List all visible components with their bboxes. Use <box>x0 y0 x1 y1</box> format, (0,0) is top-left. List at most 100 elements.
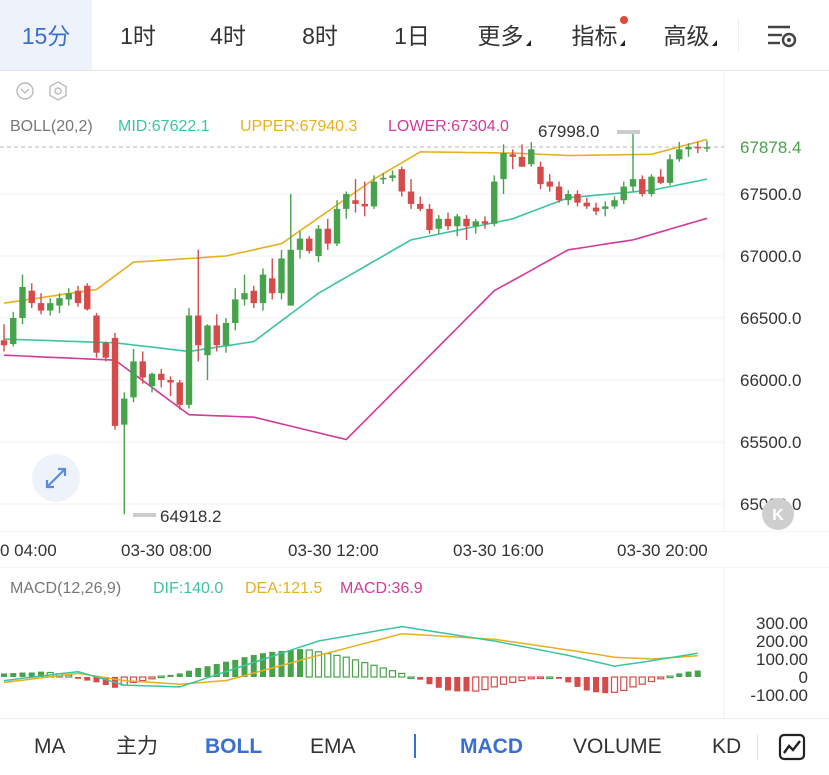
candle-body <box>241 293 248 300</box>
candle-body <box>74 290 82 304</box>
price-axis-label: 66500.0 <box>740 309 801 328</box>
macd-bar <box>407 676 415 680</box>
price-axis-label: 65500.0 <box>740 433 801 452</box>
macd-bar <box>19 672 26 677</box>
k-label: K <box>772 507 784 524</box>
candle-body <box>666 159 674 183</box>
candle-body <box>0 340 8 346</box>
candle-body <box>130 361 137 398</box>
macd-bar <box>518 676 526 682</box>
candle-body <box>37 303 45 311</box>
collapse-icon[interactable] <box>16 82 34 100</box>
candle-body <box>65 293 72 300</box>
boll-label: BOLL(20,2) <box>10 118 93 135</box>
tab-8h[interactable]: 8时 <box>302 23 338 49</box>
time-label: 0 04:00 <box>0 541 57 560</box>
macd-bar <box>269 651 276 677</box>
macd-bar <box>38 671 44 677</box>
tab-macd[interactable]: MACD <box>460 735 523 758</box>
macd-lines <box>3 625 698 688</box>
advanced-menu[interactable]: 高级 <box>652 0 728 70</box>
candle-body <box>694 146 701 149</box>
candle-body <box>343 194 350 209</box>
candle-body <box>361 203 368 207</box>
candle-body <box>574 194 581 203</box>
tab-ema[interactable]: EMA <box>310 735 356 758</box>
macd-axis-label: 100.00 <box>756 650 808 669</box>
macd-bar <box>241 657 248 677</box>
advanced-triangle-icon <box>711 40 717 46</box>
macd-bar <box>351 659 360 678</box>
candle-body <box>454 216 461 227</box>
macd-bar <box>694 670 701 677</box>
k-button[interactable]: K <box>762 498 794 530</box>
candle-body <box>407 191 415 204</box>
macd-bar <box>186 670 192 677</box>
macd-bar <box>445 677 451 691</box>
candle-body <box>111 337 119 426</box>
gear-icon[interactable] <box>49 81 67 101</box>
macd-bar <box>342 656 350 678</box>
candle-body <box>213 325 220 346</box>
macd-bar <box>388 670 397 678</box>
macd-bar <box>546 676 554 680</box>
macd-bar <box>361 661 369 678</box>
price-chart[interactable]: BOLL(20,2) MID:67622.1 UPPER:67940.3 LOW… <box>0 71 829 531</box>
candle-body <box>648 176 655 194</box>
macd-bar <box>536 676 545 680</box>
candle-body <box>389 175 396 178</box>
macd-bar <box>509 676 517 684</box>
tab-main[interactable]: 主力 <box>116 735 158 758</box>
macd-bar <box>379 667 387 678</box>
more-menu[interactable]: 更多 <box>466 0 542 70</box>
tab-boll[interactable]: BOLL <box>205 735 263 758</box>
candle-body <box>204 325 211 356</box>
candle-body <box>491 181 498 224</box>
candle-body <box>555 186 563 201</box>
macd-bar <box>472 676 480 692</box>
macd-histogram <box>1 649 701 694</box>
boll-mid-line <box>3 178 708 353</box>
candle-body <box>435 218 442 229</box>
candle-body <box>195 315 202 346</box>
candle-body <box>444 218 452 227</box>
macd-bar <box>638 676 646 685</box>
candle-body <box>426 208 433 230</box>
macd-bar <box>324 652 332 678</box>
candle-body <box>518 156 526 167</box>
candle-body <box>620 186 627 201</box>
indicators-menu[interactable]: 指标 <box>560 0 636 70</box>
candle-body <box>250 290 257 304</box>
timeframe-bar: 15分 1时 4时 8时 1日 更多 指标 高级 <box>0 0 829 71</box>
settings-icon[interactable] <box>766 22 798 50</box>
candle-body <box>93 315 100 353</box>
candle-body <box>185 315 193 405</box>
candle-body <box>158 373 165 380</box>
draw-tool-icon[interactable] <box>778 733 806 761</box>
macd-bar <box>148 676 156 680</box>
macd-bar <box>297 649 303 677</box>
tab-1h[interactable]: 1时 <box>120 23 156 49</box>
macd-bar <box>602 677 609 694</box>
tab-15m[interactable]: 15分 <box>0 0 92 70</box>
candle-body <box>56 298 63 306</box>
candle-body <box>176 382 183 405</box>
price-axis-label: 67000.0 <box>740 247 801 266</box>
tab-4h[interactable]: 4时 <box>210 23 246 49</box>
expand-icon[interactable] <box>32 454 80 502</box>
candle-body <box>28 290 35 304</box>
candle-body <box>463 218 470 227</box>
tab-ma[interactable]: MA <box>34 735 66 758</box>
candle-body <box>546 181 553 187</box>
candle-body <box>102 342 109 358</box>
candle-body <box>232 299 239 323</box>
tab-volume[interactable]: VOLUME <box>573 735 662 758</box>
tab-1d[interactable]: 1日 <box>394 23 430 49</box>
macd-bar <box>527 676 535 680</box>
candle-body <box>296 238 304 250</box>
macd-chart[interactable]: MACD(12,26,9) DIF:140.0 DEA:121.5 MACD:3… <box>0 567 829 718</box>
macd-axis-label: 200.00 <box>756 632 808 651</box>
tab-kd[interactable]: KD <box>712 735 742 758</box>
macd-bar <box>454 677 461 692</box>
macd-axis-label: -100.00 <box>750 686 808 705</box>
